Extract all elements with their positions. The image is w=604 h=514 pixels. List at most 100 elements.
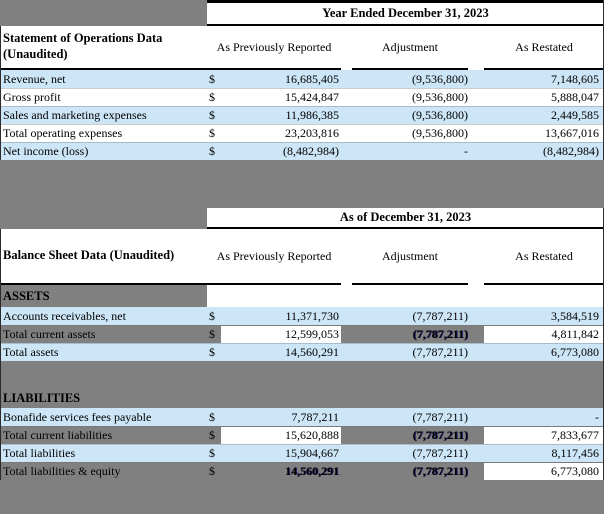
value-adjustment: (7,787,211): [412, 446, 468, 460]
value-previously-reported: 23,203,816: [285, 126, 339, 140]
table-row: Total current assets $12,599,053 (7,787,21…: [0, 325, 604, 343]
table-row: Sales and marketing expenses $11,986,385 (…: [0, 106, 604, 124]
value-previously-reported: 12,599,053: [221, 326, 341, 343]
value-restated: -: [595, 409, 599, 424]
value-adjustment: (9,536,800): [412, 90, 468, 104]
value-restated: 4,811,842: [484, 326, 604, 343]
value-previously-reported: 15,620,888: [221, 427, 341, 444]
col-header-adjustment: Adjustment: [352, 26, 468, 70]
divider-band: [0, 160, 604, 208]
col-header-adjustment: Adjustment: [352, 229, 468, 285]
operations-rows: Revenue, net $16,685,405 (9,536,800) 7,148,…: [0, 70, 604, 160]
dollar-sign: $: [209, 428, 215, 442]
table-row: Revenue, net $16,685,405 (9,536,800) 7,148,…: [0, 70, 604, 88]
column-gap: [468, 125, 484, 142]
value-restated: 8,117,456: [551, 446, 599, 460]
value-restated: 7,148,605: [551, 71, 599, 86]
table-border-line: [0, 26, 1, 160]
col-header-restated: As Restated: [484, 229, 604, 285]
balance-period-band: As of December 31, 2023: [0, 208, 604, 229]
value-adjustment: -: [464, 144, 468, 158]
column-gap: [468, 408, 484, 426]
dollar-sign: $: [209, 108, 215, 122]
row-label: Total assets: [3, 345, 59, 359]
balance-sheet-body: ASSETS Accounts receivables, net $11,371,7…: [0, 285, 604, 480]
row-label: Sales and marketing expenses: [3, 108, 147, 122]
column-gap: [468, 445, 484, 462]
operations-period-band: Year Ended December 31, 2023: [0, 0, 604, 26]
value-adjustment: (7,787,211): [412, 308, 468, 323]
value-previously-reported: 7,787,211: [291, 409, 339, 424]
balance-column-header-row: Balance Sheet Data (Unaudited) As Previo…: [0, 229, 604, 285]
column-gap: [341, 26, 352, 70]
dollar-sign: $: [209, 409, 215, 424]
value-adjustment: (7,787,211): [412, 327, 468, 341]
bottom-band: [0, 480, 604, 514]
column-gap: [468, 326, 484, 343]
balance-sheet-table: As of December 31, 2023 Balance Sheet Da…: [0, 208, 604, 480]
column-gap: [341, 427, 352, 444]
balance-sheet-title: Balance Sheet Data (Unaudited): [0, 229, 207, 285]
row-label: Revenue, net: [3, 71, 66, 86]
value-restated: 6,773,080: [551, 345, 599, 359]
column-gap: [468, 89, 484, 106]
column-gap: [341, 229, 352, 285]
operations-table: Year Ended December 31, 2023 Statement o…: [0, 0, 604, 160]
table-border-line: [0, 229, 1, 480]
row-label: Gross profit: [3, 90, 61, 104]
value-restated: 13,667,016: [545, 126, 599, 140]
column-gap: [341, 89, 352, 106]
table-row: Total liabilities & equity $14,560,291 (7,…: [0, 462, 604, 480]
operations-column-header-row: Statement of Operations Data (Unaudited)…: [0, 26, 604, 70]
table-row: Total operating expenses $23,203,816 (9,53…: [0, 124, 604, 142]
dollar-sign: $: [209, 446, 215, 460]
divider-band: [0, 361, 604, 388]
table-row: Total current liabilities $15,620,888 (7,7…: [0, 426, 604, 444]
dollar-sign: $: [209, 327, 215, 341]
value-restated: 6,773,080: [484, 463, 604, 480]
column-gap: [341, 307, 352, 325]
table-row: Total liabilities $15,904,667 (7,787,211) 8…: [0, 444, 604, 462]
gray-spacer: [0, 208, 207, 229]
column-gap: [468, 143, 484, 160]
value-previously-reported: (8,482,984): [283, 144, 339, 158]
balance-period-header: As of December 31, 2023: [207, 208, 604, 229]
section-heading-assets: ASSETS: [0, 285, 604, 307]
dollar-sign: $: [209, 126, 215, 140]
dollar-sign: $: [209, 90, 215, 104]
col-header-previously-reported: As Previously Reported: [207, 229, 341, 285]
operations-title: Statement of Operations Data (Unaudited): [0, 26, 207, 70]
column-gap: [341, 326, 352, 343]
value-adjustment: (7,787,211): [412, 345, 468, 359]
value-previously-reported: 11,371,730: [285, 308, 339, 323]
table-row: Accounts receivables, net $11,371,730 (7,7…: [0, 307, 604, 325]
section-heading-label: ASSETS: [0, 285, 207, 307]
operations-period-header: Year Ended December 31, 2023: [207, 0, 604, 26]
column-gap: [468, 70, 484, 88]
section-heading-liabilities: LIABILITIES: [0, 388, 604, 408]
value-adjustment: (9,536,800): [412, 71, 468, 86]
row-label: Net income (loss): [3, 144, 89, 158]
row-label: Total liabilities: [3, 446, 76, 460]
value-restated: 5,888,047: [551, 90, 599, 104]
value-restated: 3,584,519: [551, 308, 599, 323]
col-header-previously-reported: As Previously Reported: [207, 26, 341, 70]
value-restated: (8,482,984): [543, 144, 599, 158]
column-gap: [341, 107, 352, 124]
value-restated: 2,449,585: [551, 108, 599, 122]
row-label: Total operating expenses: [3, 126, 123, 140]
table-row: Net income (loss) $ (8,482,984) - (8,482,984…: [0, 142, 604, 160]
value-previously-reported: 16,685,405: [285, 71, 339, 86]
value-previously-reported: 15,424,847: [285, 90, 339, 104]
value-adjustment: (7,787,211): [412, 428, 468, 442]
column-gap: [468, 463, 484, 480]
dollar-sign: $: [209, 345, 215, 359]
value-adjustment: (7,787,211): [412, 409, 468, 424]
row-label: Total current liabilities: [3, 428, 113, 442]
table-row: Bonafide services fees payable $7,787,211…: [0, 408, 604, 426]
column-gap: [341, 463, 352, 480]
column-gap: [468, 344, 484, 361]
value-previously-reported: 14,560,291: [285, 464, 339, 478]
column-gap: [468, 229, 484, 285]
dollar-sign: $: [209, 464, 215, 478]
